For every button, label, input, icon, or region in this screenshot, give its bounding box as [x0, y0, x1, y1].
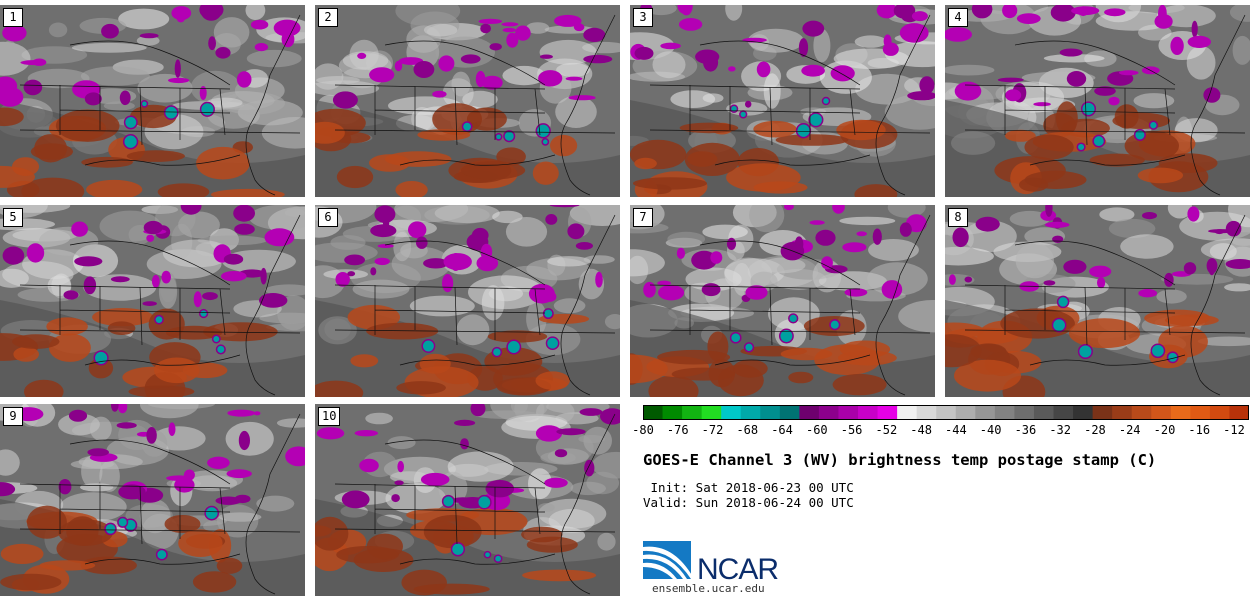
colorbar-segment	[701, 405, 722, 420]
wv-brightness-map	[945, 205, 1250, 397]
colorbar-segment	[1170, 405, 1191, 420]
colorbar-tick-label: -52	[875, 423, 898, 437]
colorbar-tick-label: -36	[1014, 423, 1037, 437]
colorbar-segment	[643, 405, 664, 420]
colorbar-segment	[1073, 405, 1094, 420]
postage-stamp-panel: 7	[630, 205, 935, 397]
panel-label: 10	[318, 407, 341, 426]
postage-stamp-panel: 2	[315, 5, 620, 197]
panel-label: 1	[3, 8, 23, 27]
colorbar-segment	[975, 405, 996, 420]
colorbar-tick-label: -28	[1084, 423, 1106, 437]
colorbar	[643, 405, 1249, 420]
ncar-logo-text: NCAR	[697, 553, 779, 586]
wv-brightness-map	[630, 205, 935, 397]
colorbar-tick-label: -12	[1223, 423, 1245, 437]
valid-time: Valid: Sun 2018-06-24 00 UTC	[643, 495, 854, 510]
init-time: Init: Sat 2018-06-23 00 UTC	[643, 480, 854, 495]
colorbar-tick-label: -44	[945, 423, 967, 437]
colorbar-segment	[779, 405, 800, 420]
colorbar-segment	[1209, 405, 1230, 420]
colorbar-segment	[955, 405, 976, 420]
colorbar-tick-label: -72	[701, 423, 724, 437]
colorbar-tick-label: -68	[736, 423, 759, 437]
colorbar-segment	[1053, 405, 1074, 420]
panel-label: 8	[948, 208, 968, 227]
colorbar-segment	[916, 405, 937, 420]
ncar-logo-icon	[643, 541, 693, 579]
colorbar-tick-label: -20	[1153, 423, 1176, 437]
colorbar-tick-label: -24	[1118, 423, 1141, 437]
postage-stamp-panel: 10	[315, 404, 620, 596]
colorbar-segment	[721, 405, 742, 420]
postage-stamp-panel: 6	[315, 205, 620, 397]
colorbar-segment	[936, 405, 957, 420]
wv-brightness-map	[945, 5, 1250, 197]
postage-stamp-panel: 9	[0, 404, 305, 596]
colorbar-tick-label: -40	[979, 423, 1002, 437]
chart-title: GOES-E Channel 3 (WV) brightness temp po…	[643, 451, 1157, 469]
wv-brightness-map	[315, 404, 620, 596]
panel-label: 2	[318, 8, 338, 27]
colorbar-tick-label: -32	[1049, 423, 1072, 437]
colorbar-segment	[1229, 405, 1249, 420]
postage-stamp-panel: 5	[0, 205, 305, 397]
panel-label: 9	[3, 407, 23, 426]
logo-url: ensemble.ucar.edu	[652, 582, 765, 595]
colorbar-segment	[897, 405, 918, 420]
colorbar-segment	[818, 405, 839, 420]
colorbar-segment	[1092, 405, 1113, 420]
postage-stamp-panel: 8	[945, 205, 1250, 397]
colorbar-segment	[799, 405, 820, 420]
colorbar-segment	[682, 405, 703, 420]
colorbar-segment	[1014, 405, 1035, 420]
colorbar-segment	[1033, 405, 1055, 420]
colorbar-tick-label: -80	[632, 423, 654, 437]
colorbar-segment	[838, 405, 859, 420]
panel-label: 5	[3, 208, 23, 227]
colorbar-segment	[1190, 405, 1211, 420]
colorbar-segment	[877, 405, 898, 420]
panel-label: 7	[633, 208, 653, 227]
colorbar-tick-label: -76	[666, 423, 689, 437]
panel-label: 6	[318, 208, 338, 227]
wv-brightness-map	[630, 5, 935, 197]
panel-label: 3	[633, 8, 653, 27]
colorbar-segment	[994, 405, 1015, 420]
colorbar-segment	[1151, 405, 1172, 420]
postage-stamp-panel: 1	[0, 5, 305, 197]
wv-brightness-map	[0, 5, 305, 197]
wv-brightness-map	[0, 404, 305, 596]
wv-brightness-map	[315, 5, 620, 197]
colorbar-tick-label: -16	[1188, 423, 1211, 437]
colorbar-tick-label: -56	[840, 423, 863, 437]
colorbar-segment	[1131, 405, 1152, 420]
colorbar-segment	[1112, 405, 1133, 420]
colorbar-tick-label: -48	[910, 423, 932, 437]
colorbar-segment	[740, 405, 761, 420]
colorbar-segment	[760, 405, 781, 420]
wv-brightness-map	[315, 205, 620, 397]
colorbar-segment	[858, 405, 879, 420]
postage-stamp-panel: 3	[630, 5, 935, 197]
panel-label: 4	[948, 8, 968, 27]
wv-brightness-map	[0, 205, 305, 397]
colorbar-tick-label: -64	[771, 423, 793, 437]
colorbar-tick-label: -60	[805, 423, 828, 437]
postage-stamp-panel: 4	[945, 5, 1250, 197]
colorbar-segment	[662, 405, 683, 420]
